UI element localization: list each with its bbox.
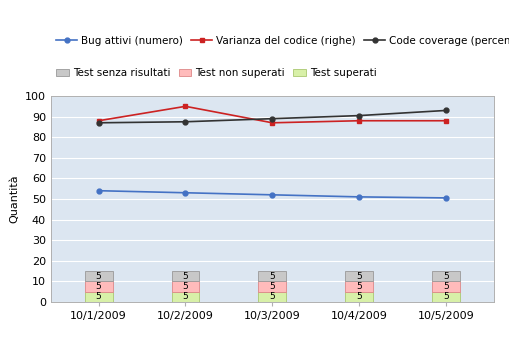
Text: 5: 5 xyxy=(356,282,362,291)
Text: 5: 5 xyxy=(443,292,449,301)
Text: 5: 5 xyxy=(183,292,188,301)
Legend: Test senza risultati, Test non superati, Test superati: Test senza risultati, Test non superati,… xyxy=(56,69,377,79)
Bar xyxy=(432,271,460,281)
Text: 5: 5 xyxy=(96,272,101,281)
Text: 5: 5 xyxy=(183,272,188,281)
Text: 5: 5 xyxy=(443,282,449,291)
Bar xyxy=(172,271,200,281)
Text: 5: 5 xyxy=(356,292,362,301)
Bar xyxy=(172,281,200,292)
Bar xyxy=(345,292,373,302)
Text: 5: 5 xyxy=(443,272,449,281)
Bar xyxy=(345,271,373,281)
Bar xyxy=(172,292,200,302)
Bar xyxy=(432,281,460,292)
Bar xyxy=(259,281,286,292)
Bar xyxy=(85,292,112,302)
Text: 5: 5 xyxy=(96,282,101,291)
Text: 5: 5 xyxy=(269,272,275,281)
Bar xyxy=(85,281,112,292)
Bar xyxy=(345,281,373,292)
Text: 5: 5 xyxy=(96,292,101,301)
Text: 5: 5 xyxy=(183,282,188,291)
Bar xyxy=(259,271,286,281)
Bar xyxy=(85,271,112,281)
Bar xyxy=(259,292,286,302)
Text: 5: 5 xyxy=(269,292,275,301)
Y-axis label: Quantità: Quantità xyxy=(10,175,19,223)
Text: 5: 5 xyxy=(356,272,362,281)
Bar xyxy=(432,292,460,302)
Text: 5: 5 xyxy=(269,282,275,291)
